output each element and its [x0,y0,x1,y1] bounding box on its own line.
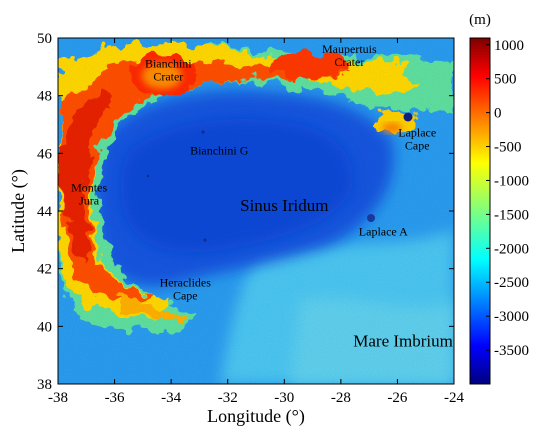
map-label-bianchini-g: Bianchini G [190,144,249,158]
map-label-line: Sinus Iridum [240,196,328,215]
x-tick-label: -36 [105,390,125,406]
map-label-line: Mare Imbrium [353,332,453,351]
y-tick-label: 46 [37,146,53,162]
map-label-sinus-iridum: Sinus Iridum [240,196,328,215]
y-axis-title: Latitude (°) [8,169,29,253]
colorbar: 1000 500 0 -500 -1000 -1500 -2000 -2500 -3000 -35… [469,12,529,385]
map-label-line: Laplace [398,126,436,140]
colorbar-ticks: 1000 500 0 -500 -1000 -1500 -2000 -2500 -3000 -35… [486,38,529,359]
map-label-bianchini-crater: Bianchini Crater [145,56,192,83]
map-label-line: Cape [173,289,198,303]
y-tick-label: 50 [37,31,52,47]
x-tick-label: -34 [161,390,181,406]
colorbar-tick-label: -2500 [494,275,529,291]
map-label-laplace-cape: Laplace Cape [398,126,436,153]
map-label-line: Crater [153,70,183,84]
colorbar-tick-label: -3500 [494,343,529,359]
map-label-montes-jura: Montes Jura [71,180,107,207]
x-axis-title: Longitude (°) [207,406,305,427]
x-tick-label: -38 [48,390,68,406]
colorbar-unit: (m) [469,12,491,28]
map-label-mare-imbrium: Mare Imbrium [353,332,453,351]
map-label-line: Crater [334,55,364,69]
colorbar-tick-label: 0 [494,106,502,122]
map-label-line: Jura [79,194,100,208]
y-axis: 38 40 42 44 46 48 50 [37,31,454,393]
map-label-laplace-a: Laplace A [359,224,408,238]
map-label-line: Cape [405,139,430,153]
x-tick-label: -26 [387,390,407,406]
y-tick-label: 42 [37,262,52,278]
colorbar-tick-label: -3000 [494,309,529,325]
map-label-line: Bianchini [145,56,192,70]
map-label-line: Heraclides [160,275,212,289]
y-tick-label: 44 [37,204,53,220]
map-label-line: Bianchini G [190,144,249,158]
map-plot-area [58,38,454,384]
colorbar-tick-label: 1000 [494,38,524,54]
y-tick-label: 48 [37,89,52,105]
y-tick-label: 40 [37,319,52,335]
colorbar-tick-label: -1500 [494,207,529,223]
colorbar-tick-label: -2000 [494,241,529,257]
map-label-line: Montes [71,180,107,194]
colorbar-gradient [469,37,491,385]
map-label-maupertuis-crater: Maupertuis Crater [322,42,377,69]
colorbar-tick-label: -1000 [494,173,529,189]
map-label-line: Laplace A [359,224,408,238]
x-tick-label: -28 [331,390,351,406]
colorbar-tick-label: 500 [494,72,517,88]
x-tick-label: -32 [218,390,238,406]
x-axis: -38 -36 -34 -32 -30 -28 -26 -24 [48,38,464,406]
map-label-line: Maupertuis [322,42,377,56]
colorbar-tick-label: -500 [494,140,522,156]
x-tick-label: -30 [274,390,294,406]
x-tick-label: -24 [444,390,464,406]
y-tick-label: 38 [37,377,52,393]
map-label-heraclides-cape: Heraclides Cape [160,275,212,302]
